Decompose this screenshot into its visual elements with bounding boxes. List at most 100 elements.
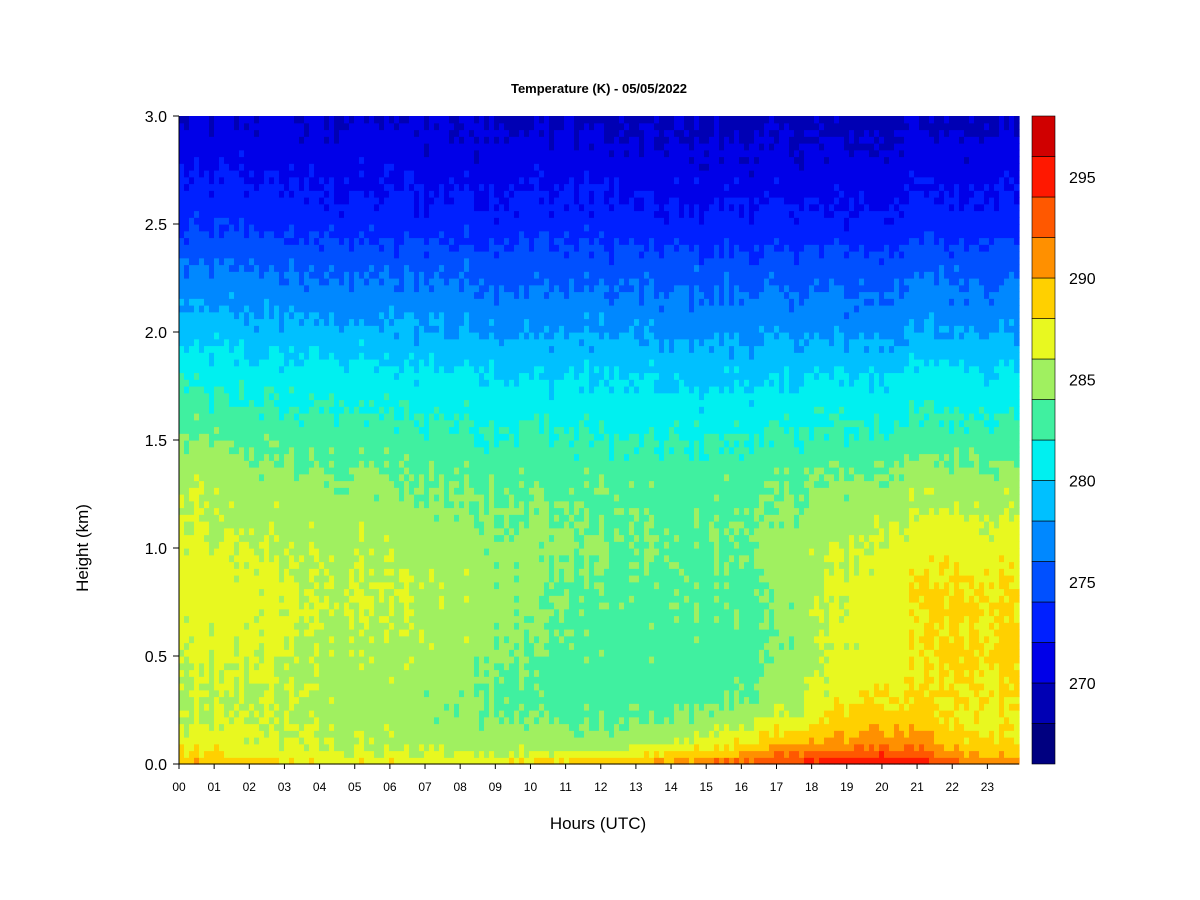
heatmap-cell: [434, 190, 440, 198]
heatmap-cell: [299, 122, 305, 131]
heatmap-cell: [294, 271, 300, 279]
heatmap-cell: [219, 656, 225, 664]
heatmap-cell: [239, 534, 245, 542]
heatmap-cell: [294, 325, 300, 333]
heatmap-cell: [339, 305, 345, 313]
heatmap-cell: [369, 156, 375, 164]
heatmap-cell: [194, 352, 200, 360]
heatmap-cell: [194, 345, 200, 353]
heatmap-cell: [399, 365, 405, 374]
heatmap-cell: [414, 291, 420, 299]
heatmap-cell: [214, 622, 220, 630]
heatmap-cell: [329, 217, 335, 225]
heatmap-cell: [369, 392, 375, 401]
heatmap-cell: [234, 541, 240, 549]
heatmap-cell: [384, 136, 390, 144]
heatmap-cell: [364, 271, 370, 279]
heatmap-cell: [429, 257, 435, 266]
heatmap-cell: [349, 548, 355, 556]
heatmap-cell: [399, 237, 405, 245]
heatmap-cell: [314, 615, 320, 623]
heatmap-cell: [399, 291, 405, 299]
heatmap-cell: [179, 548, 185, 556]
heatmap-cell: [254, 446, 260, 455]
heatmap-cell: [364, 541, 370, 549]
heatmap-cell: [199, 311, 205, 320]
heatmap-cell: [324, 689, 330, 698]
heatmap-cell: [184, 176, 190, 185]
heatmap-cell: [404, 440, 410, 448]
heatmap-cell: [344, 730, 350, 738]
heatmap-cell: [269, 757, 275, 765]
heatmap-cell: [279, 399, 285, 407]
heatmap-cell: [249, 757, 255, 765]
heatmap-cell: [274, 622, 280, 630]
heatmap-cell: [259, 615, 265, 623]
heatmap-cell: [404, 237, 410, 245]
heatmap-cell: [194, 588, 200, 596]
heatmap-cell: [279, 149, 285, 158]
heatmap-cell: [369, 183, 375, 191]
heatmap-cell: [379, 122, 385, 131]
heatmap-cell: [219, 467, 225, 475]
heatmap-cell: [344, 534, 350, 542]
heatmap-cell: [379, 568, 385, 576]
heatmap-cell: [409, 318, 415, 326]
heatmap-cell: [329, 696, 335, 704]
heatmap-cell: [384, 237, 390, 245]
heatmap-cell: [369, 413, 375, 421]
heatmap-cell: [299, 399, 305, 407]
heatmap-cell: [259, 406, 265, 414]
heatmap-cell: [324, 615, 330, 623]
heatmap-cell: [299, 662, 305, 671]
heatmap-cell: [249, 487, 255, 495]
heatmap-cell: [319, 116, 325, 124]
heatmap-cell: [354, 642, 360, 650]
heatmap-cell: [199, 332, 205, 340]
heatmap-cell: [214, 203, 220, 212]
heatmap-cell: [434, 446, 440, 455]
heatmap-cell: [239, 494, 245, 502]
heatmap-cell: [244, 251, 250, 259]
heatmap-cell: [424, 730, 430, 738]
heatmap-cell: [199, 149, 205, 158]
heatmap-cell: [219, 494, 225, 502]
heatmap-cell: [319, 581, 325, 590]
heatmap-cell: [404, 244, 410, 252]
heatmap-cell: [354, 190, 360, 198]
heatmap-cell: [399, 500, 405, 509]
heatmap-cell: [209, 527, 215, 536]
heatmap-cell: [429, 217, 435, 225]
heatmap-cell: [184, 541, 190, 549]
heatmap-cell: [354, 453, 360, 461]
heatmap-cell: [374, 305, 380, 313]
heatmap-cell: [364, 662, 370, 671]
heatmap-cell: [244, 156, 250, 164]
heatmap-cell: [189, 129, 195, 137]
heatmap-cell: [399, 581, 405, 590]
heatmap-cell: [324, 446, 330, 455]
heatmap-cell: [274, 399, 280, 407]
heatmap-cell: [194, 372, 200, 380]
heatmap-cell: [414, 251, 420, 259]
heatmap-cell: [314, 129, 320, 137]
heatmap-cell: [419, 244, 425, 252]
heatmap-cell: [414, 615, 420, 623]
heatmap-cell: [359, 649, 365, 657]
heatmap-cell: [399, 136, 405, 144]
heatmap-cell: [309, 723, 315, 731]
heatmap-cell: [239, 669, 245, 677]
heatmap-cell: [214, 224, 220, 232]
heatmap-cell: [199, 143, 205, 151]
heatmap-cell: [289, 521, 295, 529]
heatmap-cell: [434, 554, 440, 563]
heatmap-cell: [374, 683, 380, 691]
heatmap-cell: [424, 143, 430, 151]
heatmap-cell: [229, 581, 235, 590]
heatmap-cell: [204, 662, 210, 671]
heatmap-cell: [214, 683, 220, 691]
heatmap-cell: [384, 129, 390, 137]
heatmap-cell: [309, 116, 315, 124]
heatmap-cell: [234, 257, 240, 266]
heatmap-cell: [229, 460, 235, 468]
